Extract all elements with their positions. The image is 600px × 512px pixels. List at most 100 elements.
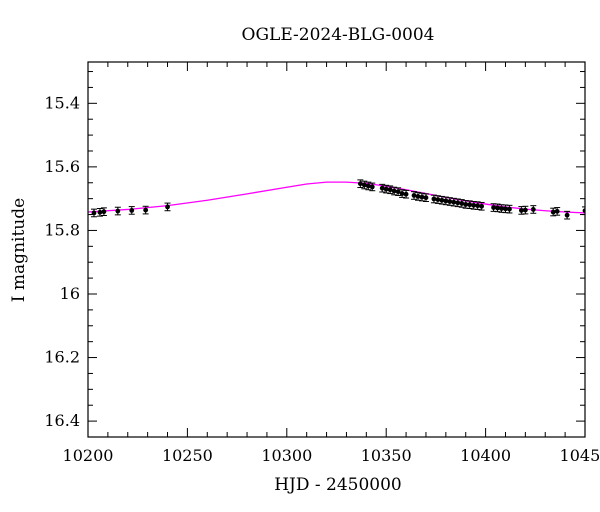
- data-marker: [361, 182, 367, 188]
- x-tick-label: 10300: [261, 446, 312, 465]
- data-point: [164, 202, 171, 212]
- data-marker: [403, 191, 409, 197]
- x-tick-label: 10350: [361, 446, 412, 465]
- data-marker: [439, 197, 445, 203]
- data-marker: [530, 207, 536, 212]
- data-marker: [550, 209, 556, 215]
- data-point: [411, 191, 418, 200]
- chart-title: OGLE-2024-BLG-0004: [242, 25, 435, 45]
- data-point: [450, 197, 457, 207]
- data-marker: [129, 208, 135, 213]
- data-marker: [399, 191, 405, 196]
- data-point: [522, 205, 529, 215]
- data-point: [128, 206, 135, 215]
- data-marker: [554, 208, 560, 214]
- data-marker: [369, 184, 375, 190]
- data-marker: [115, 208, 121, 214]
- data-point: [554, 207, 561, 216]
- data-point: [403, 189, 410, 199]
- data-marker: [395, 189, 401, 195]
- data-point: [418, 192, 425, 202]
- data-marker: [564, 212, 570, 218]
- data-point: [357, 179, 364, 189]
- data-point: [391, 186, 398, 196]
- data-point: [422, 193, 429, 203]
- data-marker: [97, 209, 103, 215]
- data-marker: [379, 185, 385, 191]
- data-marker: [479, 203, 485, 209]
- data-marker: [165, 204, 170, 210]
- data-marker: [491, 205, 496, 210]
- data-marker: [475, 203, 481, 209]
- data-point: [142, 205, 149, 215]
- data-marker: [411, 193, 417, 198]
- y-tick-label: 16.4: [44, 411, 80, 430]
- data-point: [430, 194, 437, 204]
- data-marker: [415, 194, 421, 199]
- data-marker: [455, 200, 461, 206]
- data-marker: [365, 183, 371, 189]
- data-point: [530, 205, 537, 214]
- data-marker: [451, 199, 457, 205]
- x-axis-label: HJD - 2450000: [274, 475, 402, 495]
- data-marker: [143, 207, 149, 213]
- data-point: [466, 200, 473, 210]
- data-point: [564, 210, 571, 220]
- data-point: [365, 181, 372, 191]
- x-tick-label: 10450: [560, 446, 600, 465]
- data-marker: [459, 201, 465, 206]
- data-point: [446, 197, 453, 206]
- y-tick-label: 16: [60, 284, 80, 303]
- data-marker: [522, 207, 528, 213]
- data-point: [399, 189, 406, 198]
- y-tick-label: 16.2: [44, 348, 80, 367]
- data-marker: [423, 195, 429, 201]
- data-marker: [443, 198, 449, 204]
- data-marker: [463, 201, 469, 207]
- data-marker: [503, 206, 508, 212]
- data-marker: [357, 181, 363, 187]
- data-point: [361, 180, 368, 190]
- data-marker: [101, 209, 107, 215]
- data-point: [383, 184, 390, 194]
- x-tick-label: 10250: [162, 446, 213, 465]
- data-point: [454, 198, 461, 208]
- data-marker: [431, 196, 437, 202]
- data-marker: [467, 202, 473, 208]
- data-marker: [518, 208, 524, 213]
- data-point: [442, 196, 449, 206]
- y-axis-ticks: 15.4 15.6 15.8 16 16.2 16.4: [44, 71, 585, 438]
- data-point: [438, 195, 445, 205]
- data-marker: [507, 206, 512, 212]
- data-point: [379, 183, 386, 193]
- plot-frame: [87, 61, 586, 438]
- data-point: [494, 203, 501, 213]
- data-point: [369, 182, 376, 192]
- data-point: [90, 208, 97, 218]
- y-tick-label: 15.4: [44, 93, 80, 112]
- data-marker: [499, 206, 504, 211]
- data-point: [387, 185, 394, 195]
- data-point: [96, 208, 103, 217]
- data-marker: [447, 199, 453, 204]
- data-marker: [391, 188, 397, 194]
- x-axis-ticks: 10200 10250 10300 10350 10400 10450: [63, 62, 600, 465]
- data-point: [506, 204, 513, 214]
- plot-area: [88, 179, 585, 220]
- data-marker: [495, 205, 500, 211]
- data-marker: [435, 197, 441, 203]
- data-point: [458, 199, 465, 208]
- data-point: [100, 207, 107, 216]
- data-point: [395, 187, 402, 196]
- data-marker: [419, 194, 425, 200]
- x-tick-label: 10400: [460, 446, 511, 465]
- data-marker: [387, 187, 393, 193]
- data-point: [478, 201, 485, 211]
- data-point: [415, 192, 422, 201]
- data-marker: [471, 202, 477, 208]
- data-marker: [383, 186, 389, 192]
- y-tick-label: 15.8: [44, 220, 80, 239]
- data-point: [550, 207, 557, 217]
- data-point: [114, 206, 121, 216]
